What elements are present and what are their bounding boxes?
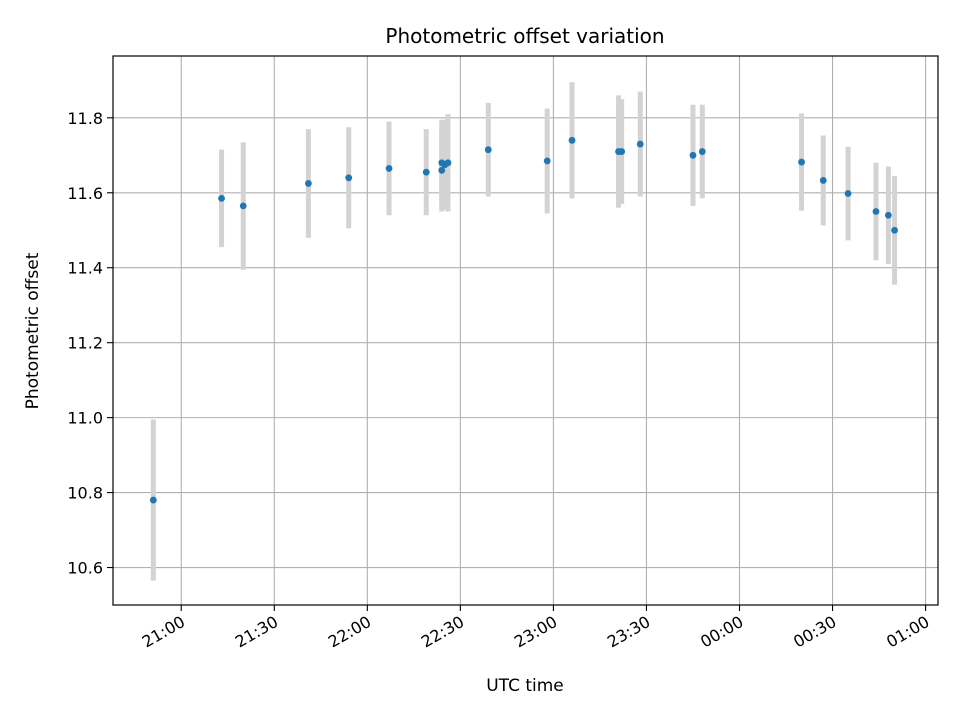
data-point (385, 165, 393, 172)
data-point (543, 157, 551, 165)
grid (113, 56, 938, 605)
y-tick-label: 11.8 (67, 109, 103, 128)
data-point (891, 226, 898, 234)
plot-frame (112, 55, 939, 606)
data-point (304, 180, 312, 187)
data-point (422, 168, 430, 176)
y-tick-label: 11.6 (67, 184, 103, 203)
y-tick-label: 10.8 (67, 484, 103, 503)
data-points (149, 136, 898, 504)
y-tick-label: 11.0 (67, 409, 103, 428)
data-point (239, 202, 247, 210)
data-point (484, 146, 492, 154)
y-tick-label: 10.6 (67, 559, 103, 578)
data-point (618, 148, 626, 155)
data-point (798, 158, 805, 166)
data-point (444, 159, 452, 167)
chart-title: Photometric offset variation (385, 24, 664, 48)
data-point (844, 190, 852, 197)
y-axis-title: Photometric offset (23, 252, 43, 409)
x-axis-title: UTC time (486, 676, 564, 696)
data-point (636, 140, 644, 148)
data-point (689, 151, 697, 159)
data-point (218, 195, 225, 202)
y-axis-ticks: 10.6 10.8 11.0 11.2 11.4 11.6 11.8 (67, 109, 113, 578)
data-point (345, 174, 353, 182)
data-point (568, 136, 576, 144)
data-point (819, 177, 827, 184)
y-tick-label: 11.2 (67, 334, 103, 353)
data-point (438, 166, 446, 174)
data-point (872, 208, 880, 215)
y-tick-label: 11.4 (67, 259, 103, 278)
data-point (149, 496, 157, 504)
data-point (698, 148, 706, 155)
data-point (884, 211, 892, 219)
